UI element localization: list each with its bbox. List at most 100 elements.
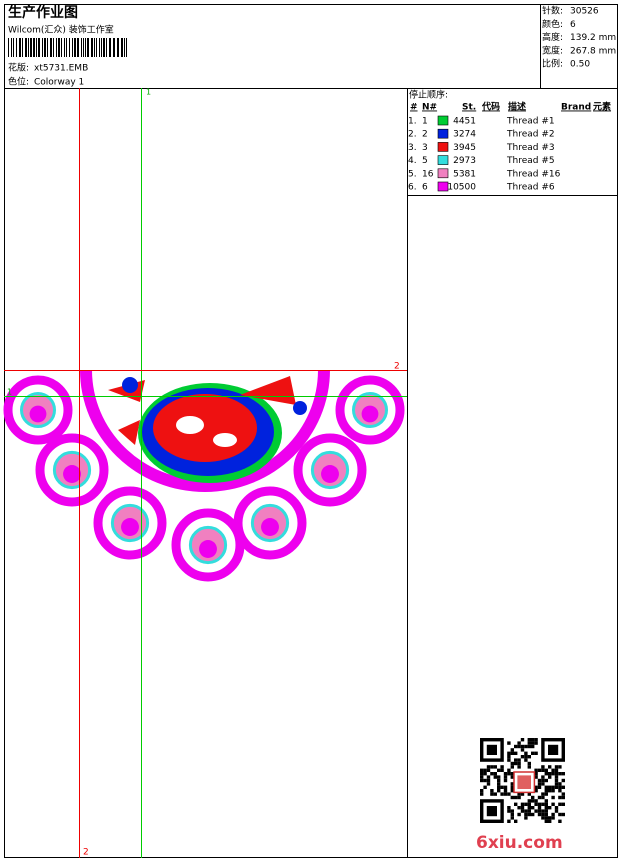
bar-stripe bbox=[81, 38, 82, 57]
qr-module bbox=[480, 789, 484, 793]
lobe-core bbox=[361, 405, 379, 423]
colorway: Colorway 1 bbox=[34, 78, 84, 88]
qr-module bbox=[493, 772, 497, 776]
qr-module bbox=[558, 772, 562, 776]
qr-module bbox=[517, 792, 521, 796]
qr-module bbox=[548, 775, 552, 779]
info-label: 针数: bbox=[542, 5, 563, 17]
row-description: Thread #3 bbox=[506, 143, 555, 153]
bar-stripe bbox=[53, 38, 54, 57]
qr-module bbox=[544, 806, 548, 810]
qr-module bbox=[531, 738, 535, 742]
qr-module bbox=[554, 785, 559, 789]
bar-stripe bbox=[109, 38, 111, 57]
bar-stripe bbox=[66, 38, 67, 57]
qr-module bbox=[541, 775, 545, 779]
qr-module bbox=[537, 785, 542, 789]
qr-module bbox=[541, 795, 545, 800]
qr-module bbox=[517, 744, 521, 749]
qr-module bbox=[517, 761, 521, 766]
qr-module bbox=[554, 778, 559, 783]
row-needle: 6 bbox=[422, 183, 428, 193]
bar-stripe bbox=[106, 38, 107, 57]
row-description: Thread #5 bbox=[506, 156, 555, 166]
bar-stripe bbox=[28, 38, 29, 57]
qr-module bbox=[514, 744, 518, 749]
bar-stripe bbox=[94, 38, 95, 57]
qr-module bbox=[503, 792, 508, 796]
bar-stripe bbox=[124, 38, 125, 57]
bar-stripe bbox=[99, 38, 100, 57]
qr-module bbox=[493, 775, 497, 779]
info-value: 0.50 bbox=[570, 60, 590, 70]
qr-module bbox=[510, 785, 514, 789]
bar-stripe bbox=[36, 38, 37, 57]
title: 生产作业图 bbox=[8, 4, 78, 21]
bar-stripe bbox=[50, 38, 52, 57]
bar-stripe bbox=[83, 38, 84, 57]
qr-module bbox=[534, 768, 538, 772]
column-header: 元素 bbox=[593, 101, 611, 113]
qr-module bbox=[500, 768, 504, 772]
qr-module bbox=[493, 792, 497, 796]
qr-module bbox=[497, 789, 501, 793]
qr-module bbox=[517, 765, 521, 769]
qr-module bbox=[510, 775, 514, 779]
qr-module bbox=[541, 768, 545, 772]
qr-module bbox=[480, 792, 484, 796]
qr-module bbox=[537, 802, 542, 806]
qr-module bbox=[527, 755, 531, 759]
row-description: Thread #1 bbox=[506, 117, 555, 127]
qr-module bbox=[524, 812, 528, 817]
qr-module bbox=[510, 772, 514, 776]
qr-module bbox=[517, 741, 521, 745]
lobe-core bbox=[261, 518, 279, 536]
qr-module bbox=[497, 768, 501, 772]
qr-module bbox=[544, 792, 548, 796]
row-index: 5. bbox=[408, 169, 417, 179]
qr-module bbox=[510, 812, 514, 817]
bar-stripe bbox=[101, 38, 102, 57]
qr-module bbox=[514, 795, 518, 800]
qr-module bbox=[507, 792, 511, 796]
qr-seal-mark bbox=[517, 775, 531, 789]
qr-module bbox=[527, 744, 531, 749]
qr-module bbox=[537, 782, 542, 786]
qr-module bbox=[558, 812, 562, 817]
bar-stripe bbox=[85, 38, 86, 57]
color-swatch bbox=[437, 115, 449, 126]
qr-module bbox=[527, 806, 531, 810]
qr-module bbox=[531, 799, 535, 803]
qr-module bbox=[541, 809, 545, 813]
row-index: 6. bbox=[408, 183, 417, 193]
row-stitches: 5381 bbox=[453, 169, 476, 179]
row-needle: 5 bbox=[422, 156, 428, 166]
bar-stripe bbox=[22, 38, 23, 57]
info-value: 6 bbox=[570, 20, 576, 30]
row-stitches: 10500 bbox=[447, 183, 476, 193]
qr-module bbox=[561, 772, 565, 776]
qr-module bbox=[520, 748, 525, 752]
qr-module bbox=[544, 802, 548, 806]
qr-module bbox=[551, 768, 555, 772]
design: xt5731.EMB bbox=[34, 64, 88, 74]
qr-module bbox=[534, 802, 538, 806]
bar-stripe bbox=[121, 38, 123, 57]
lobe-core bbox=[321, 465, 339, 483]
qr-module bbox=[527, 765, 531, 769]
qr-module bbox=[524, 744, 528, 749]
qr-module bbox=[503, 789, 508, 793]
qr-module bbox=[554, 765, 559, 769]
lobes bbox=[3, 375, 405, 582]
qr-module bbox=[558, 782, 562, 786]
bar-stripe bbox=[11, 38, 12, 57]
guide-label: 2 bbox=[83, 848, 89, 858]
row-description: Thread #2 bbox=[506, 130, 555, 140]
bar-stripe bbox=[47, 38, 48, 57]
qr-module bbox=[527, 792, 531, 796]
column-header: St. bbox=[462, 103, 476, 113]
qr-module bbox=[551, 785, 555, 789]
bar-stripe bbox=[96, 38, 97, 57]
qr-module bbox=[534, 738, 538, 742]
qr-module bbox=[537, 806, 542, 810]
